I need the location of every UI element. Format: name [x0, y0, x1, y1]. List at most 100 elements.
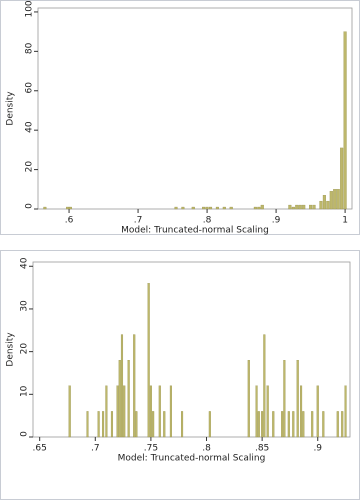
bar	[302, 204, 306, 210]
bar	[116, 385, 119, 438]
bar	[110, 411, 114, 438]
bar	[336, 189, 340, 210]
bar	[311, 411, 314, 438]
bar	[127, 360, 130, 438]
bar	[181, 206, 185, 210]
bar	[202, 206, 206, 210]
y-tick-label: 0	[25, 203, 35, 209]
chart-panel: 0 10 20 30 40 .65 .7 .75 .8 .85 .9 Model: Truncated…	[0, 250, 360, 500]
bar	[43, 206, 47, 210]
x-tick-label: .65	[33, 444, 47, 454]
x-tick-label: .8	[203, 216, 212, 226]
x-tick-label: .9	[313, 444, 322, 454]
bar	[316, 385, 319, 438]
y-axis-label: Density	[6, 91, 16, 126]
bar	[105, 385, 108, 438]
bar	[336, 411, 339, 438]
bar	[341, 411, 344, 438]
x-tick-label: .75	[144, 444, 158, 454]
bar	[229, 206, 233, 210]
bar	[333, 189, 337, 210]
bar	[68, 385, 71, 438]
bar	[312, 204, 316, 210]
bar	[208, 411, 211, 438]
bar	[158, 385, 161, 438]
bar	[86, 411, 89, 438]
bar	[118, 360, 121, 438]
x-axis-label: Model: Truncated-normal Scaling	[121, 226, 269, 236]
y-tick-label: 60	[25, 82, 35, 94]
bar	[133, 334, 136, 438]
bar	[288, 204, 292, 210]
bar	[255, 385, 258, 438]
bar	[343, 31, 347, 210]
bar	[344, 385, 347, 438]
x-tick-label: .7	[91, 444, 100, 454]
bar	[120, 334, 124, 438]
bar	[261, 411, 264, 438]
y-tick-label: 0	[20, 431, 30, 437]
bar	[169, 385, 172, 438]
y-tick-label: 40	[25, 121, 35, 133]
bar	[283, 360, 286, 438]
bar	[135, 411, 138, 438]
bar	[272, 411, 275, 438]
plot-area	[37, 7, 353, 210]
y-tick-label: 80	[25, 42, 35, 54]
plot-area	[32, 261, 351, 438]
bar	[263, 334, 266, 438]
bar	[291, 206, 295, 210]
x-axis-label: Model: Truncated-normal Scaling	[118, 454, 266, 464]
x-tick-label: .8	[202, 444, 211, 454]
bar	[152, 411, 155, 438]
x-tick-label: 1	[342, 216, 348, 226]
bar	[329, 191, 333, 210]
chart-panel: 0 20 40 60 80 100 .6 .7 .8 .9 1 Model: Truncated-no…	[0, 0, 360, 236]
bar	[309, 204, 313, 210]
bar	[340, 147, 344, 210]
y-tick-label: 100	[25, 0, 35, 17]
bar	[163, 411, 166, 438]
bar	[257, 206, 261, 210]
x-tick-label: .6	[65, 216, 74, 226]
bar	[296, 360, 299, 438]
x-tick-label: .7	[134, 216, 143, 226]
bar	[66, 206, 70, 210]
bar	[174, 206, 178, 210]
bar	[322, 195, 326, 210]
bar	[97, 411, 100, 438]
x-tick-label: .9	[272, 216, 281, 226]
bar	[68, 206, 72, 210]
bar	[300, 385, 303, 438]
bar	[247, 360, 250, 438]
bar	[322, 411, 325, 438]
bar	[253, 206, 257, 210]
bar	[102, 411, 105, 438]
bar	[292, 411, 295, 438]
bar	[326, 200, 330, 210]
bar	[123, 385, 126, 438]
bar	[205, 206, 209, 210]
bar	[295, 204, 299, 210]
bar	[215, 206, 219, 210]
bar	[298, 204, 302, 210]
bar	[266, 385, 269, 438]
bar	[222, 206, 226, 210]
bar	[260, 204, 264, 210]
y-axis-label: Density	[6, 332, 16, 367]
bar	[257, 411, 260, 438]
y-tick-label: 10	[20, 385, 30, 397]
y-tick-label: 20	[25, 161, 35, 173]
x-tick-label: .85	[255, 444, 269, 454]
y-tick-label: 30	[20, 300, 30, 312]
bar	[208, 206, 213, 210]
bar	[147, 283, 150, 438]
bar	[181, 411, 184, 438]
bar	[149, 385, 152, 438]
y-tick-label: 20	[20, 343, 30, 355]
bar	[287, 411, 290, 438]
bar	[191, 206, 195, 210]
bar	[281, 411, 284, 438]
y-tick-label: 40	[20, 257, 30, 269]
